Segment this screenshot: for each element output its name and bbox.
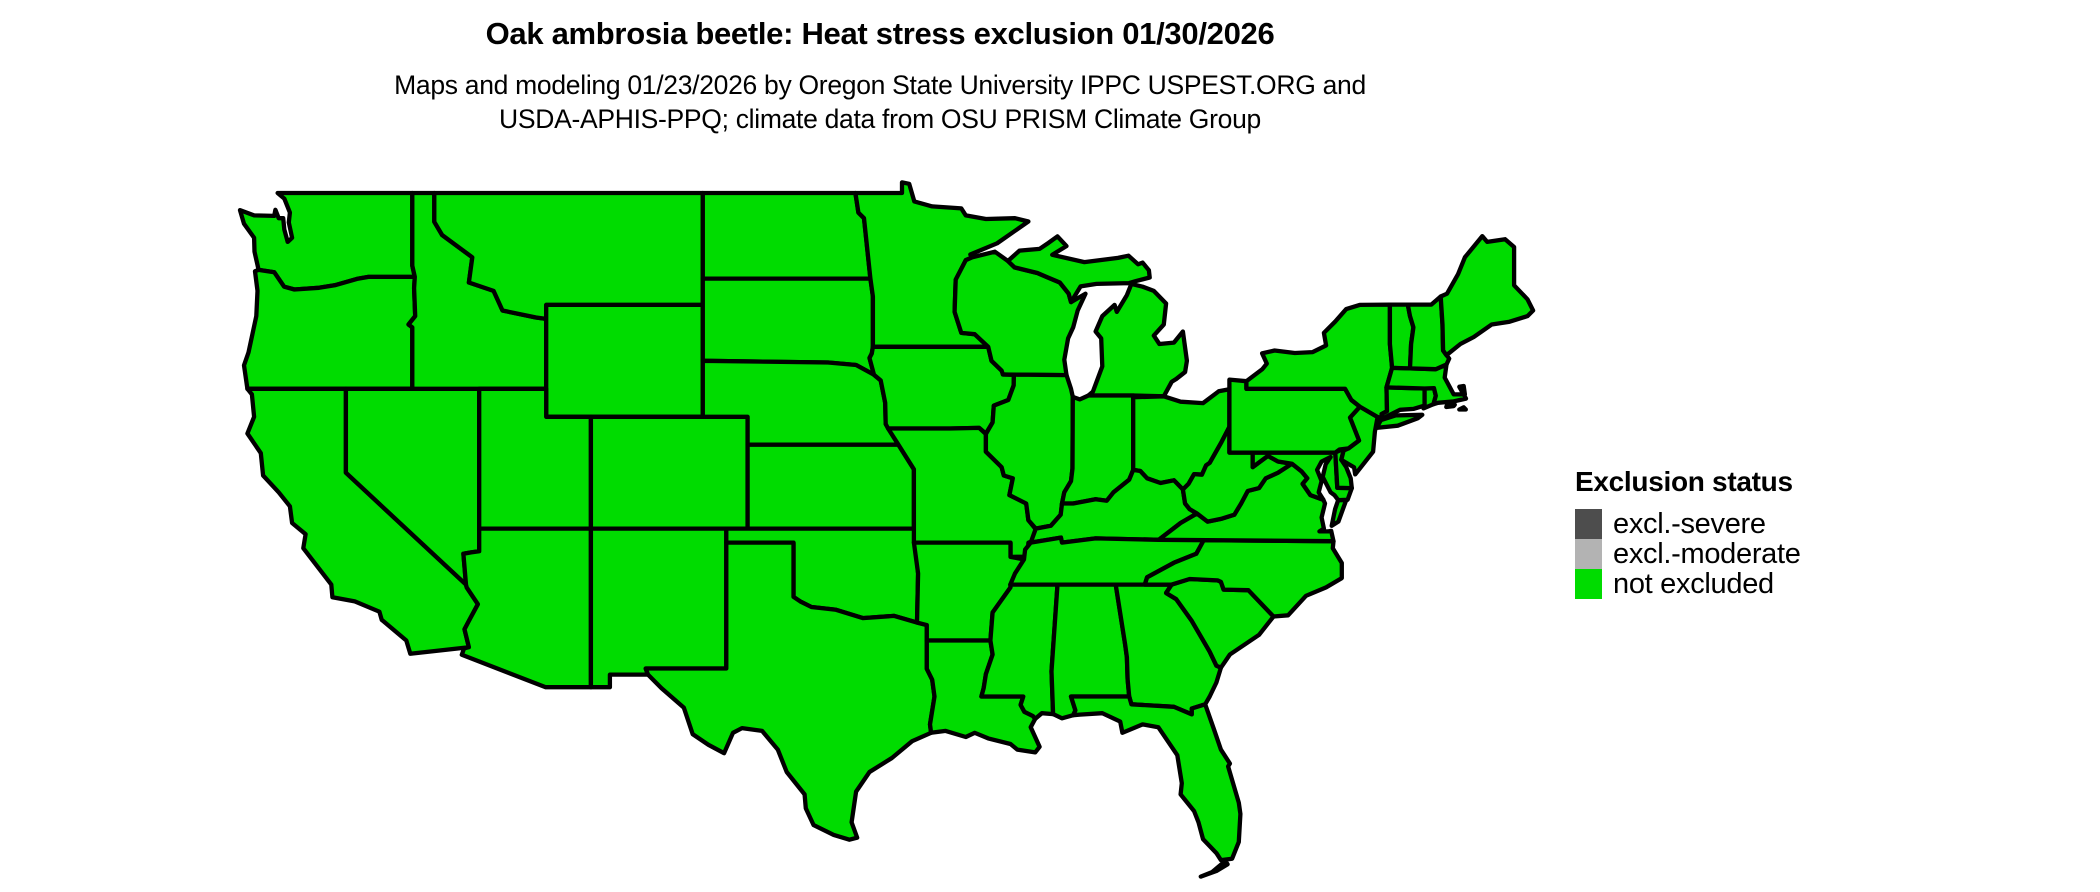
legend-title: Exclusion status	[1575, 466, 1793, 497]
title-block: Oak ambrosia beetle: Heat stress exclusi…	[0, 0, 1760, 136]
state-nc: North Carolina: not excluded	[1142, 537, 1344, 619]
state-mi: Michigan: not excluded	[1005, 234, 1190, 399]
legend-label-moderate: excl.-moderate	[1613, 537, 1801, 570]
legend: Exclusion status excl.-severe excl.-mode…	[1575, 466, 1801, 600]
state-md: Maryland: not excluded	[1250, 450, 1354, 503]
legend-swatch-moderate-icon	[1575, 539, 1602, 569]
map-subtitle-line1: Maps and modeling 01/23/2026 by Oregon S…	[394, 70, 1366, 100]
state-me: Maine: not excluded	[1438, 233, 1536, 358]
state-az: Arizona: not excluded	[459, 526, 594, 690]
state-or: Oregon: not excluded	[241, 267, 418, 391]
legend-swatch-not-excluded-icon	[1575, 569, 1602, 599]
state-nd: North Dakota: not excluded	[700, 190, 873, 281]
legend-row-moderate: excl.-moderate	[1575, 537, 1801, 570]
state-ks: Kansas: not excluded	[745, 442, 917, 531]
legend-row-not-excluded: not excluded	[1575, 567, 1801, 600]
map-subtitle-line2: USDA-APHIS-PPQ; climate data from OSU PR…	[499, 104, 1261, 134]
state-wy: Wyoming: not excluded	[544, 302, 705, 419]
state-nm: New Mexico: not excluded	[588, 526, 729, 690]
state-co: Colorado: not excluded	[588, 414, 750, 531]
legend-label-severe: excl.-severe	[1613, 507, 1766, 540]
state-tx: Texas: not excluded	[643, 540, 937, 842]
state-fl: Florida: not excluded	[1068, 694, 1243, 879]
map-subtitle: Maps and modeling 01/23/2026 by Oregon S…	[0, 68, 1760, 136]
legend-row-severe: excl.-severe	[1575, 507, 1801, 540]
legend-label-not-excluded: not excluded	[1613, 567, 1774, 600]
map-title: Oak ambrosia beetle: Heat stress exclusi…	[485, 16, 1275, 51]
legend-swatch-severe-icon	[1575, 509, 1602, 539]
